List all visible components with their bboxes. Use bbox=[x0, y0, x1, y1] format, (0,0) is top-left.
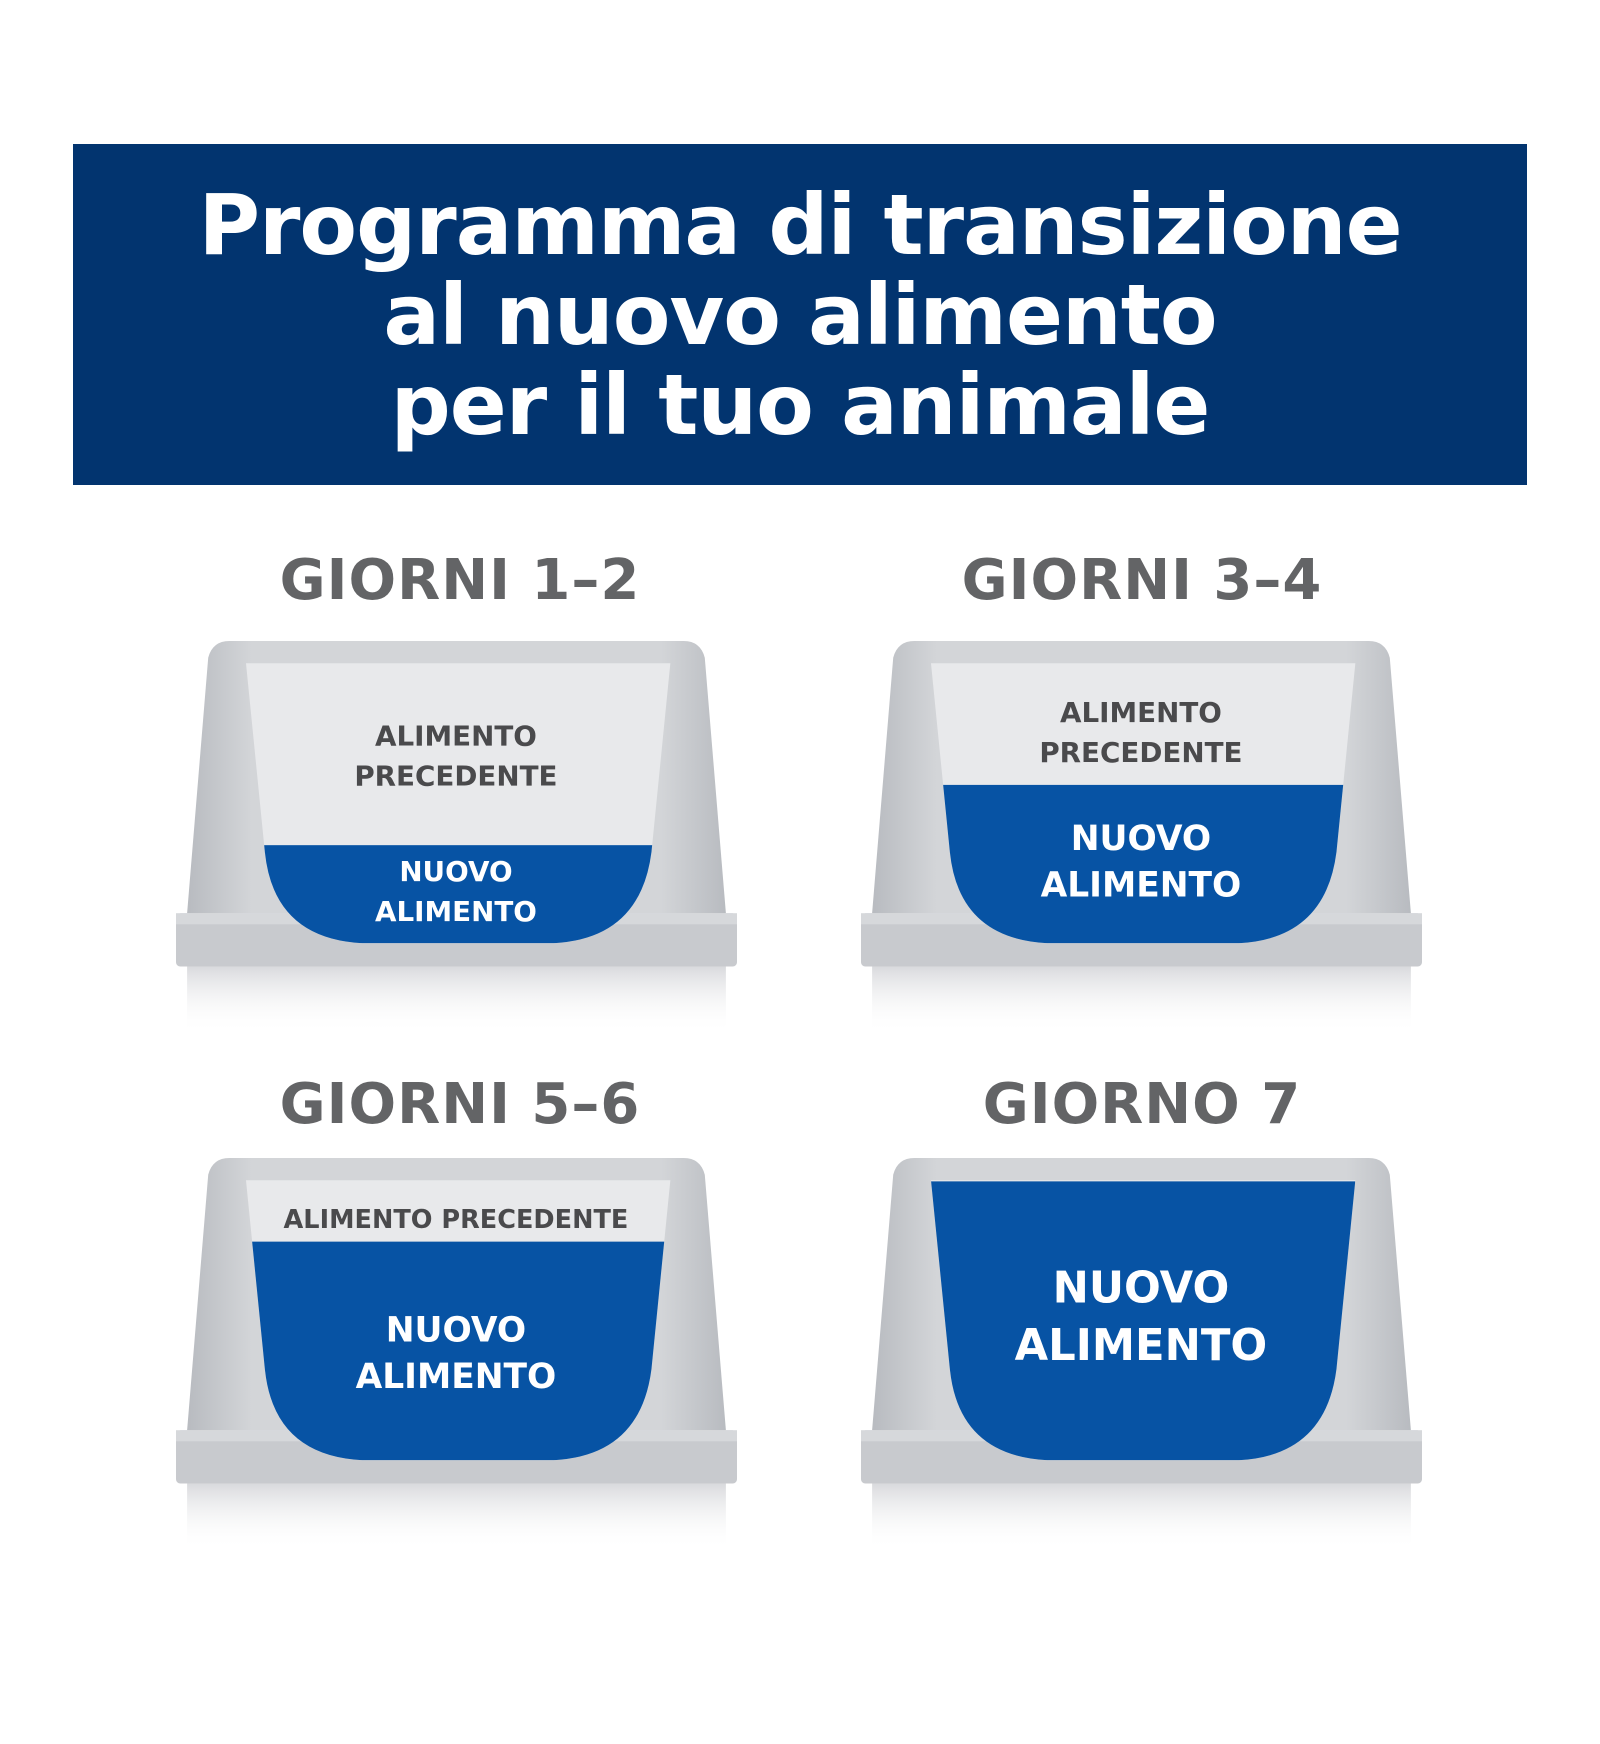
bowl-step-2: ALIMENTO PRECEDENTE NUOVO ALIMENTO bbox=[861, 641, 1422, 1041]
title-line-2: al nuovo alimento bbox=[383, 265, 1217, 364]
new-food-label: ALIMENTO bbox=[356, 1357, 557, 1397]
old-food-label: PRECEDENTE bbox=[1039, 736, 1242, 769]
new-food-label: NUOVO bbox=[386, 1310, 526, 1350]
bowl-step-1: ALIMENTO PRECEDENTE NUOVO ALIMENTO bbox=[176, 641, 737, 1041]
bowl-step-3: ALIMENTO PRECEDENTE NUOVO ALIMENTO bbox=[176, 1158, 737, 1558]
old-food-label: ALIMENTO PRECEDENTE bbox=[284, 1205, 629, 1235]
new-food-fill bbox=[930, 784, 1356, 944]
bowl-shadow bbox=[187, 966, 726, 1034]
new-food-label: ALIMENTO bbox=[1015, 1321, 1268, 1371]
new-food-label: ALIMENTO bbox=[375, 895, 537, 928]
new-food-label: NUOVO bbox=[1071, 819, 1211, 859]
step-heading-3: GIORNI 5–6 bbox=[279, 1072, 641, 1137]
bowl-shadow bbox=[187, 1483, 726, 1551]
new-food-label: NUOVO bbox=[1053, 1263, 1230, 1313]
old-food-label: ALIMENTO bbox=[1060, 696, 1222, 729]
new-food-fill bbox=[930, 1181, 1356, 1461]
step-heading-2: GIORNI 3–4 bbox=[961, 548, 1323, 613]
bowl-step-4: NUOVO ALIMENTO bbox=[861, 1158, 1422, 1558]
title-banner: Programma di transizione al nuovo alimen… bbox=[73, 144, 1527, 485]
old-food-label: PRECEDENTE bbox=[354, 759, 557, 792]
new-food-fill bbox=[245, 845, 671, 944]
new-food-label: NUOVO bbox=[399, 855, 512, 888]
new-food-label: ALIMENTO bbox=[1041, 866, 1242, 906]
title-line-1: Programma di transizione bbox=[198, 175, 1402, 274]
bowl-shadow bbox=[872, 966, 1411, 1034]
title-line-3: per il tuo animale bbox=[390, 355, 1211, 454]
step-heading-1: GIORNI 1–2 bbox=[279, 548, 641, 613]
step-heading-4: GIORNO 7 bbox=[982, 1072, 1302, 1137]
new-food-fill bbox=[245, 1241, 671, 1461]
old-food-label: ALIMENTO bbox=[375, 719, 537, 752]
bowl-shadow bbox=[872, 1483, 1411, 1551]
